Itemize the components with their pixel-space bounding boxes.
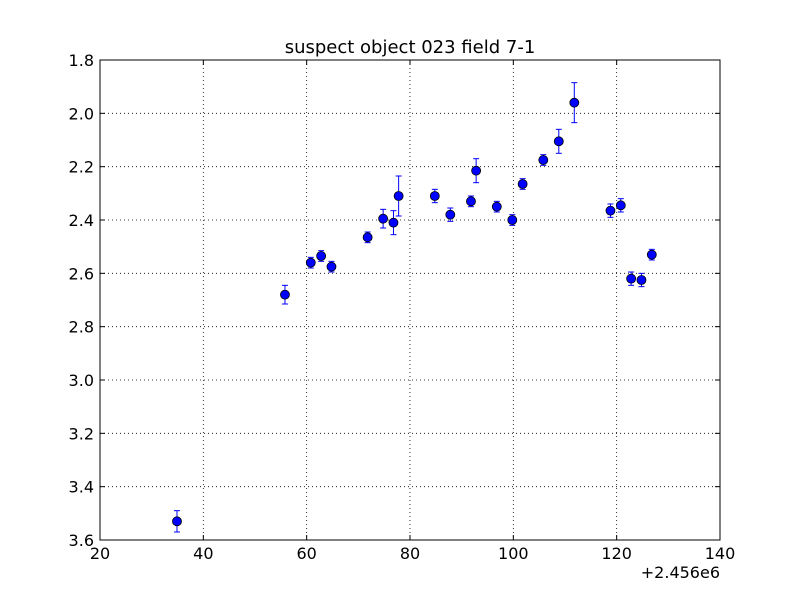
- data-point: [507, 215, 518, 225]
- data-point: [429, 191, 440, 201]
- x-tick-label: 80: [400, 544, 420, 563]
- x-offset-label: +2.456e6: [641, 563, 720, 582]
- data-point: [362, 232, 373, 243]
- y-tick-label: 2.4: [69, 211, 94, 230]
- data-point: [388, 217, 399, 228]
- y-tick-label: 3.2: [69, 424, 94, 443]
- axis-ticks: 20 40 60 80 100 120 140 1.8 2.0 2.2 2.4 2.6 2.8 3.0 3.…: [69, 51, 736, 563]
- x-tick-label: 20: [90, 544, 110, 563]
- data-point: [636, 275, 647, 285]
- data-point: [172, 516, 182, 527]
- data-point: [553, 136, 564, 147]
- data-point: [326, 261, 337, 272]
- x-tick-label: 100: [498, 544, 529, 563]
- y-tick-label: 2.8: [69, 318, 94, 337]
- y-tick-label: 2.0: [69, 104, 94, 123]
- y-tick-label: 2.2: [69, 158, 94, 177]
- data-points: [172, 82, 657, 533]
- x-tick-label: 140: [705, 544, 736, 563]
- data-point: [569, 97, 580, 108]
- data-point: [466, 196, 476, 207]
- data-point: [471, 165, 482, 176]
- data-point: [393, 191, 404, 201]
- data-point: [615, 200, 626, 211]
- data-point: [646, 249, 657, 260]
- plot-frame: [99, 59, 721, 541]
- y-tick-label: 3.0: [69, 371, 94, 390]
- chart-title: suspect object 023 field 7-1: [285, 37, 536, 58]
- x-tick-label: 40: [193, 544, 213, 563]
- data-point: [445, 209, 456, 220]
- data-point: [316, 251, 327, 261]
- x-tick-label: 120: [601, 544, 632, 563]
- data-point: [305, 257, 316, 268]
- data-point: [605, 205, 616, 216]
- y-tick-label: 2.6: [69, 264, 94, 283]
- grid-lines: [100, 60, 720, 540]
- data-point: [538, 155, 549, 165]
- data-point: [378, 213, 389, 224]
- data-point: [626, 273, 637, 284]
- y-tick-label: 3.4: [69, 478, 94, 497]
- data-point: [517, 179, 528, 189]
- x-tick-label: 60: [296, 544, 316, 563]
- y-tick-label: 3.6: [69, 531, 94, 550]
- y-tick-label: 1.8: [69, 51, 94, 70]
- data-point: [491, 201, 502, 212]
- data-point: [280, 289, 290, 300]
